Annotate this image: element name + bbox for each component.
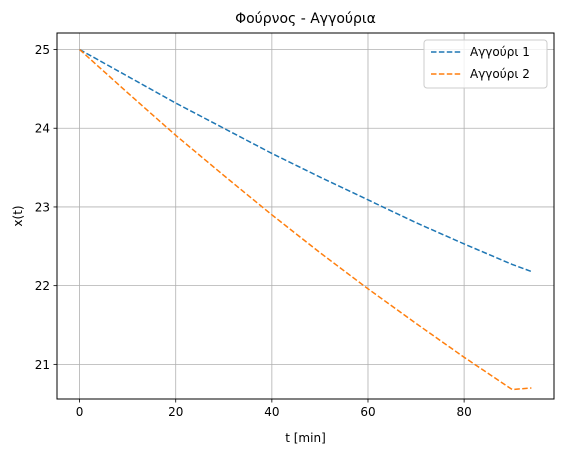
x-axis-label: t [min] xyxy=(285,431,326,445)
legend: Αγγούρι 1 Αγγούρι 2 xyxy=(423,39,548,89)
series-lines xyxy=(79,48,532,391)
chart-title: Φούρνος - Αγγούρια xyxy=(235,11,376,27)
x-tick-label-1: 20 xyxy=(168,405,183,419)
y-axis-label: x(t) xyxy=(11,205,25,226)
series-line-1 xyxy=(79,48,532,273)
axis-ticks: 0 20 40 60 80 21 22 23 24 25 xyxy=(35,43,472,419)
x-tick-label-4: 80 xyxy=(456,405,471,419)
legend-label-series-1: Αγγούρι 1 xyxy=(470,45,530,59)
x-tick-label-0: 0 xyxy=(76,405,84,419)
y-tick-label-2: 23 xyxy=(35,200,50,214)
y-tick-label-1: 22 xyxy=(35,279,50,293)
plot-frame xyxy=(56,32,555,400)
y-tick-label-3: 24 xyxy=(35,122,50,136)
legend-label-series-2: Αγγούρι 2 xyxy=(470,67,530,81)
x-tick-label-3: 60 xyxy=(360,405,375,419)
y-tick-label-4: 25 xyxy=(35,43,50,57)
x-tick-label-2: 40 xyxy=(264,405,279,419)
y-tick-label-0: 21 xyxy=(35,358,50,372)
series-line-2 xyxy=(79,48,532,391)
